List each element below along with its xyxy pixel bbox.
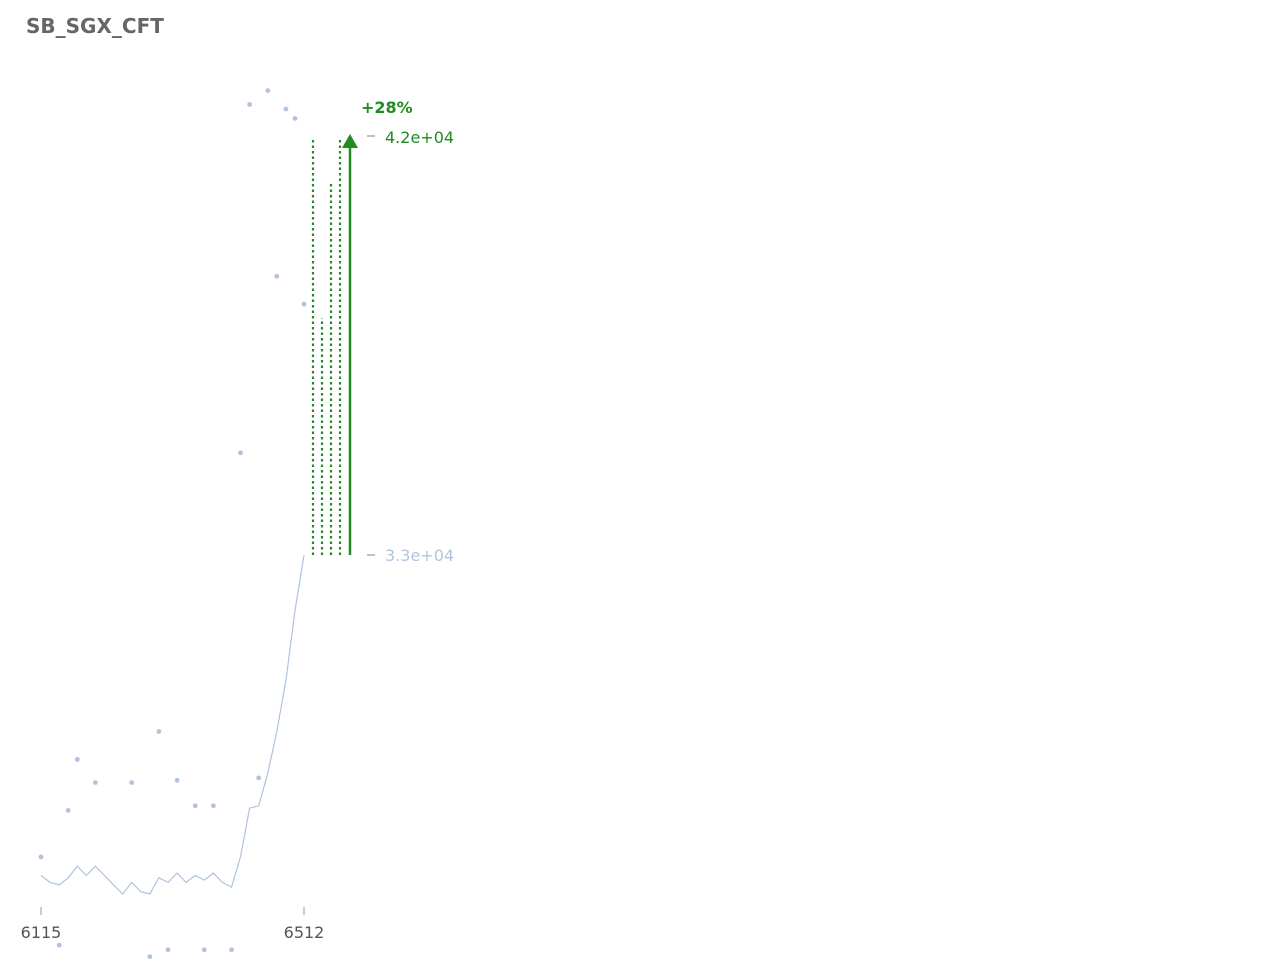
scatter-point: [174, 777, 180, 783]
scatter-point: [129, 780, 135, 785]
scatter-point: [265, 88, 271, 93]
scatter-point: [301, 301, 307, 307]
scatter-point: [56, 942, 62, 948]
scatter-point: [38, 854, 44, 860]
scatter-point: [274, 273, 280, 279]
scatter-point: [211, 803, 216, 809]
end-value-label: 4.2e+04: [385, 128, 454, 147]
series-line: [40, 554, 305, 895]
scatter-point: [201, 947, 207, 953]
scatter-point: [292, 116, 298, 121]
scatter-point: [256, 775, 262, 781]
x-tick-label: 6512: [284, 923, 325, 942]
scatter-point: [156, 729, 162, 734]
scatter-point: [65, 808, 71, 813]
scatter-point: [229, 947, 234, 953]
scatter-point: [165, 947, 171, 953]
chart-title: SB_SGX_CFT: [26, 14, 164, 38]
change-arrow-head: [342, 134, 358, 148]
scatter-point: [93, 780, 98, 785]
scatter-point: [247, 102, 253, 107]
start-value-label: 3.3e+04: [385, 546, 454, 565]
scatter-point: [283, 106, 289, 112]
x-tick-label: 6115: [21, 923, 62, 942]
scatter-point: [74, 757, 80, 762]
scatter-point: [147, 954, 153, 960]
change-percent-label: +28%: [361, 98, 413, 117]
scatter-point: [238, 450, 243, 456]
scatter-point: [192, 803, 198, 809]
